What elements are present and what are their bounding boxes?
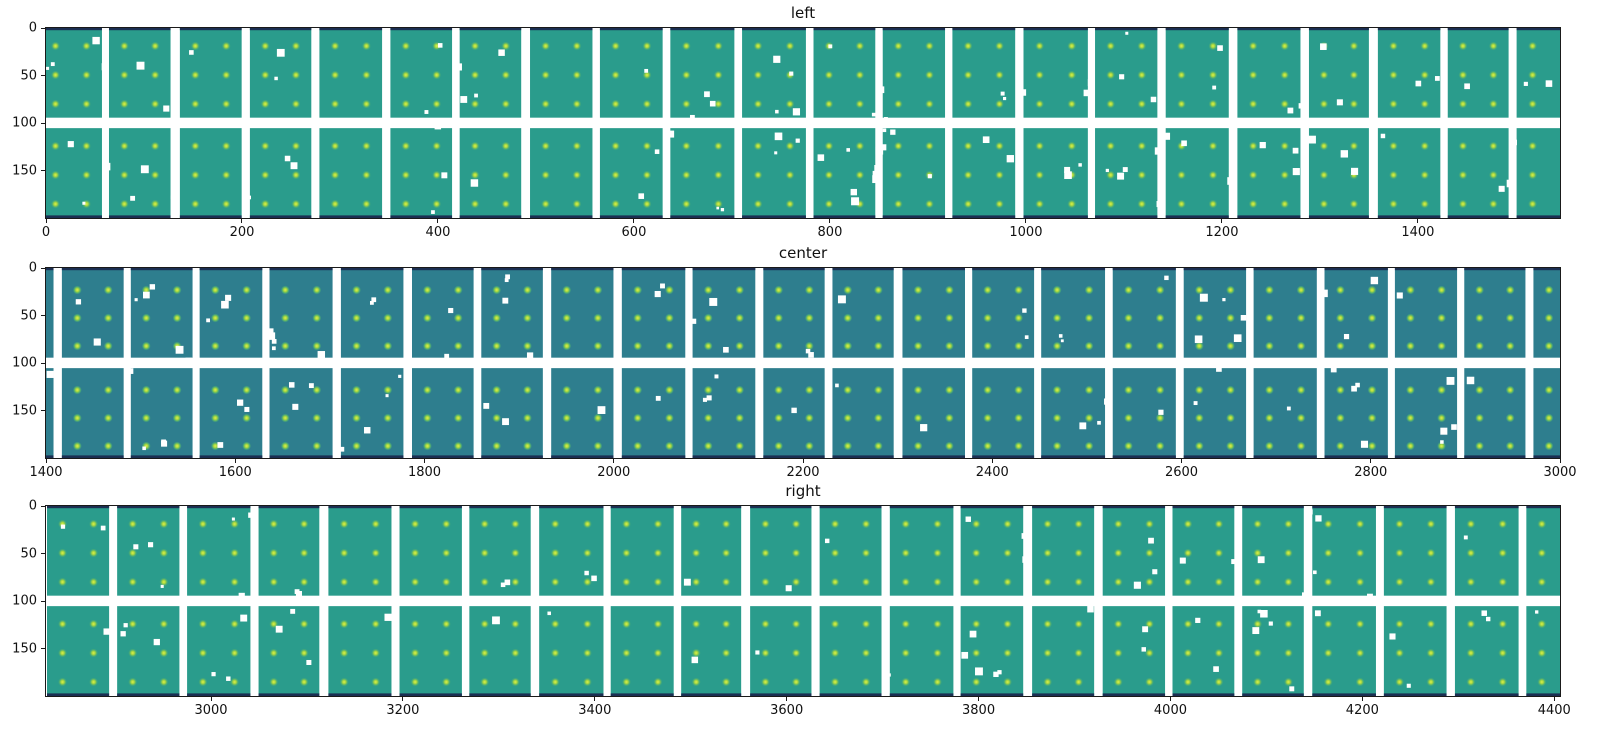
x-tick-label: 4000 [1153,703,1187,718]
y-tick-mark [41,648,45,649]
mosaic-image-right [46,506,1560,696]
x-tick-label: 800 [817,225,843,240]
y-tick-label: 50 [20,68,37,83]
subplot-left: left 0 200 400 600 800 1000 1200 1400 0 50 100 150 [12,4,1561,240]
x-tick-mark [1025,219,1027,223]
x-tick-mark [1370,459,1372,463]
x-tick-label: 1200 [1205,225,1239,240]
y-tick-mark [41,122,45,124]
y-tick-label: 100 [12,355,37,371]
x-tick-label: 1800 [407,465,442,480]
y-tick-label: 150 [12,641,37,656]
y-tick-label: 0 [28,498,37,514]
y-tick-mark [41,505,45,507]
y-tick-label: 150 [12,163,37,178]
y-tick-mark [41,170,45,171]
x-tick-mark [802,459,804,463]
x-tick-label: 3400 [578,703,612,718]
subplot-right: right 3000 3200 3400 3600 3800 4000 4200 4400 0 5… [12,482,1571,718]
x-tick-mark [1417,219,1419,223]
x-tick-mark [1169,697,1171,701]
x-tick-label: 2200 [786,465,820,480]
y-tick-mark [41,267,45,269]
x-tick-label: 1400 [29,465,63,480]
x-tick-label: 2000 [597,465,631,480]
x-tick-mark [594,697,596,701]
mosaic-image-left [46,28,1560,218]
y-tick-mark [41,600,45,602]
y-tick-mark [41,27,45,29]
x-tick-mark [991,459,993,463]
x-tick-label: 3000 [194,703,228,718]
x-tick-label: 3000 [1543,465,1577,480]
x-tick-mark [234,459,236,463]
x-tick-label: 1000 [1009,225,1043,240]
x-tick-mark [1553,697,1555,701]
x-tick-label: 1400 [1401,225,1435,240]
x-tick-mark [829,219,831,223]
x-tick-mark [437,219,439,223]
y-tick-label: 50 [20,546,37,561]
y-tick-mark [41,315,45,316]
x-tick-mark [210,697,212,701]
x-tick-label: 400 [425,225,451,240]
axes-title: left [790,4,816,22]
x-tick-mark [633,219,635,223]
x-tick-label: 200 [229,225,255,240]
subplot-center: center 1400 1600 1800 2000 2200 2400 2600 2800 3… [12,244,1576,480]
x-tick-label: 0 [41,225,51,240]
x-tick-mark [1181,459,1182,463]
y-tick-label: 100 [12,115,37,131]
y-tick-label: 100 [12,593,37,609]
x-tick-mark [241,219,243,223]
x-tick-label: 3600 [770,703,804,718]
x-tick-label: 4200 [1345,703,1379,718]
x-tick-label: 3200 [386,703,420,718]
y-tick-label: 150 [12,403,37,418]
y-tick-mark [41,410,45,411]
x-tick-mark [978,697,980,701]
x-tick-label: 600 [621,225,647,240]
x-tick-mark [424,459,425,463]
axes-title: right [785,482,821,500]
x-tick-mark [613,459,615,463]
x-tick-label: 2400 [975,465,1009,480]
x-tick-mark [1221,219,1223,223]
y-tick-mark [41,75,45,76]
x-tick-mark [1559,459,1561,463]
x-tick-label: 3800 [962,703,996,718]
x-tick-label: 1600 [218,465,252,480]
x-tick-mark [402,697,404,701]
x-tick-label: 2800 [1354,465,1388,480]
x-tick-mark [45,219,47,223]
y-tick-label: 0 [28,20,37,36]
x-tick-label: 4400 [1537,703,1571,718]
y-tick-label: 50 [20,308,37,323]
mosaic-image-center [46,268,1560,458]
y-tick-mark [41,553,45,554]
axes-title: center [778,244,828,262]
x-tick-mark [1361,697,1363,701]
y-tick-mark [41,362,45,364]
x-tick-label: 2600 [1164,465,1199,480]
y-tick-label: 0 [28,260,37,276]
x-tick-mark [45,459,47,463]
x-tick-mark [786,697,788,701]
